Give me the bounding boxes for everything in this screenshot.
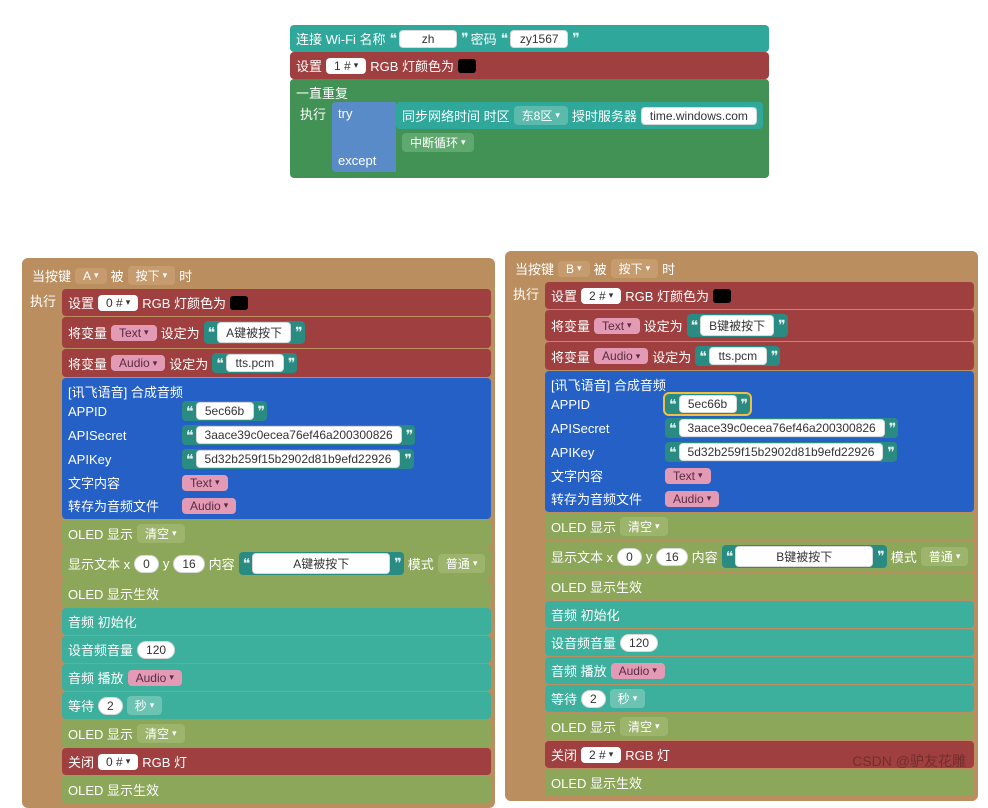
b-oled-clear[interactable]: OLED 显示清空 [545, 513, 974, 540]
a-rgb-block[interactable]: 设置 0 # RGB 灯颜色为 [62, 289, 491, 316]
b-setvar-text[interactable]: 将变量 Text 设定为 ❝B键被按下❞ [545, 310, 974, 341]
key-a-dropdown[interactable]: A [75, 268, 107, 284]
a-iflytek-block[interactable]: [讯飞语音] 合成音频 APPID ❝5ec66b❞ APISecret ❝3a… [62, 378, 491, 519]
forever-loop[interactable]: 一直重复 执行 try except 同步网络时间 时区 东8区 授时服务器 t… [290, 79, 769, 178]
wifi-ssid[interactable]: zh [399, 30, 457, 48]
break-block[interactable]: 中断循环 [396, 129, 480, 156]
b-wait[interactable]: 等待2秒 [545, 685, 974, 712]
a-audio-play[interactable]: 音频 播放Audio [62, 664, 491, 691]
b-oled-apply2[interactable]: OLED 显示生效 [545, 769, 974, 796]
timezone-dropdown[interactable]: 东8区 [514, 106, 568, 125]
event-b-stack: 当按键 B 被 按下 时 执行 设置 2 # RGB 灯颜色为 将变量 Text… [505, 251, 978, 801]
b-audio-init[interactable]: 音频 初始化 [545, 601, 974, 628]
wifi-pwd-label: 密码 [471, 29, 497, 48]
a-audio-vol[interactable]: 设音频音量120 [62, 636, 491, 663]
b-oled-clear2[interactable]: OLED 显示清空 [545, 713, 974, 740]
a-oled-clear[interactable]: OLED 显示清空 [62, 520, 491, 547]
b-rgb-block[interactable]: 设置 2 # RGB 灯颜色为 [545, 282, 974, 309]
wifi-password[interactable]: zy1567 [510, 30, 568, 48]
mode-b-dropdown[interactable]: 按下 [611, 259, 659, 278]
a-oled-apply[interactable]: OLED 显示生效 [62, 580, 491, 607]
b-audio-vol[interactable]: 设音频音量120 [545, 629, 974, 656]
a-setvar-audio[interactable]: 将变量 Audio 设定为 ❝tts.pcm❞ [62, 349, 491, 377]
key-b-dropdown[interactable]: B [558, 261, 590, 277]
b-oled-text[interactable]: 显示文本 x0 y16 内容 ❝B键被按下❞ 模式普通 [545, 541, 974, 572]
a-oled-apply2[interactable]: OLED 显示生效 [62, 776, 491, 803]
set-rgb-block[interactable]: 设置 1 # RGB 灯颜色为 [290, 52, 769, 79]
wifi-block[interactable]: 连接 Wi-Fi 名称 ❝zh❞ 密码 ❝zy1567❞ [290, 25, 769, 52]
b-setvar-audio[interactable]: 将变量 Audio 设定为 ❝tts.pcm❞ [545, 342, 974, 370]
event-a-stack: 当按键 A 被 按下 时 执行 设置 0 # RGB 灯颜色为 将变量 Text… [22, 258, 495, 808]
wifi-label: 连接 Wi-Fi 名称 [296, 29, 386, 48]
sync-time-block[interactable]: 同步网络时间 时区 东8区 授时服务器 time.windows.com [396, 102, 763, 129]
a-oled-clear2[interactable]: OLED 显示清空 [62, 720, 491, 747]
event-b-header[interactable]: 当按键 B 被 按下 时 [509, 255, 974, 282]
a-oled-text[interactable]: 显示文本 x0 y16 内容 ❝A键被按下❞ 模式普通 [62, 548, 491, 579]
event-a-header[interactable]: 当按键 A 被 按下 时 [26, 262, 491, 289]
a-rgb-close[interactable]: 关闭0 #RGB 灯 [62, 748, 491, 775]
a-wait[interactable]: 等待2秒 [62, 692, 491, 719]
rgb-color-swatch[interactable] [458, 59, 476, 73]
mode-a-dropdown[interactable]: 按下 [128, 266, 176, 285]
a-audio-init[interactable]: 音频 初始化 [62, 608, 491, 635]
setup-stack: 连接 Wi-Fi 名称 ❝zh❞ 密码 ❝zy1567❞ 设置 1 # RGB … [290, 25, 769, 178]
time-server[interactable]: time.windows.com [641, 107, 757, 125]
b-oled-apply[interactable]: OLED 显示生效 [545, 573, 974, 600]
try-except-block[interactable]: try except 同步网络时间 时区 东8区 授时服务器 time.wind… [332, 102, 763, 172]
a-setvar-text[interactable]: 将变量 Text 设定为 ❝A键被按下❞ [62, 317, 491, 348]
b-iflytek-block[interactable]: [讯飞语音] 合成音频 APPID ❝5ec66b❞ APISecret ❝3a… [545, 371, 974, 512]
watermark: CSDN @驴友花雕 [852, 751, 966, 771]
b-audio-play[interactable]: 音频 播放Audio [545, 657, 974, 684]
rgb-index-dropdown[interactable]: 1 # [326, 58, 366, 74]
